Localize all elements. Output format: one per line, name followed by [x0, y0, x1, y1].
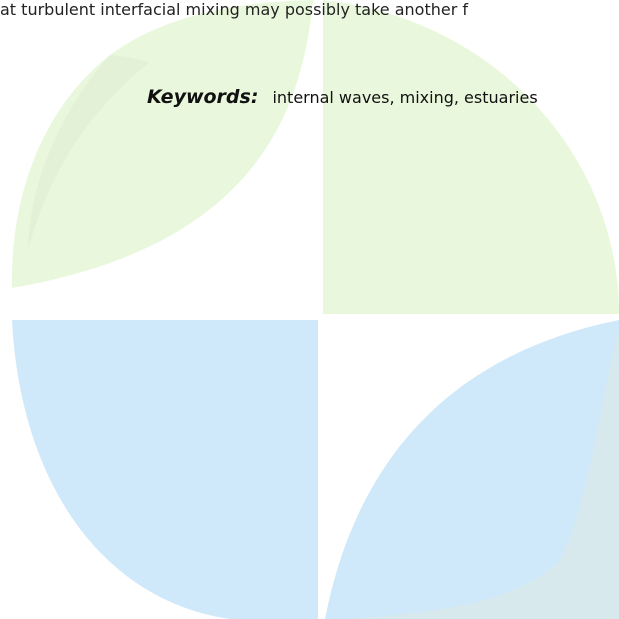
logo-leaf-bottom-right: [325, 320, 619, 619]
keywords-label: Keywords:: [147, 86, 259, 108]
keywords-value: internal waves, mixing, estuaries: [272, 88, 538, 107]
logo-quarter-top-right: [323, 0, 619, 314]
keywords-line: Keywords: internal waves, mixing, estuari…: [147, 84, 538, 110]
logo-quarter-bottom-left: [12, 320, 318, 619]
logo-leaf-top-left: [11, 0, 313, 288]
logo-leaf-bottom-right-shade: [350, 330, 619, 619]
logo-leaf-top-left-shade: [28, 55, 150, 250]
body-text-line: at turbulent interfacial mixing may poss…: [0, 0, 469, 19]
